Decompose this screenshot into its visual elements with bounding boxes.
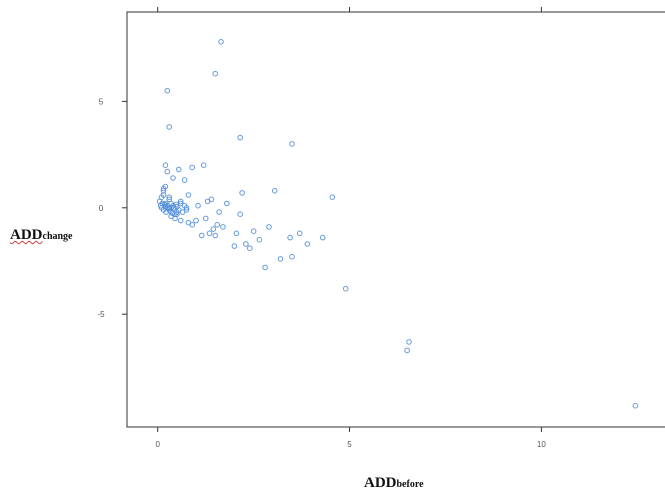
data-point [189, 164, 195, 171]
data-point [296, 230, 303, 237]
data-point [202, 215, 209, 222]
x-axis-label-subscript: before [396, 479, 424, 490]
axis-ticks: 0 5 10 -5 0 5 [97, 7, 546, 449]
data-point [250, 228, 257, 234]
data-point [206, 230, 213, 237]
y-axis-label: ADDchange [10, 226, 73, 244]
data-point [233, 230, 240, 237]
data-point [304, 241, 311, 247]
data-point [199, 232, 205, 239]
data-point [289, 253, 295, 260]
data-point [256, 236, 263, 243]
data-point [218, 39, 224, 45]
data-point [266, 224, 272, 230]
data-points [156, 39, 639, 409]
data-point [168, 205, 174, 211]
data-point [289, 141, 295, 147]
data-point [195, 202, 201, 209]
data-point [262, 264, 268, 271]
data-point [239, 190, 245, 196]
data-point [224, 200, 230, 207]
data-point [174, 211, 180, 217]
y-tick-label: 5 [99, 97, 104, 106]
data-point [404, 347, 410, 354]
data-point [237, 211, 243, 217]
data-point [166, 194, 172, 200]
data-point [183, 207, 190, 213]
x-tick-label: 5 [347, 440, 352, 449]
data-point [185, 192, 192, 198]
data-point [247, 245, 253, 251]
x-axis-label-main: ADD [364, 475, 397, 491]
data-point [183, 205, 190, 211]
data-point [189, 222, 195, 228]
data-point [216, 209, 222, 215]
data-point [329, 194, 336, 200]
data-point [164, 168, 171, 175]
data-point [231, 243, 238, 249]
data-point [200, 162, 207, 168]
data-point [177, 198, 184, 205]
data-point [166, 196, 172, 203]
data-point [166, 124, 172, 130]
y-tick-label: 0 [99, 204, 104, 213]
data-point [632, 402, 639, 409]
data-point [181, 177, 188, 183]
plot-frame [126, 11, 665, 428]
x-tick-label: 10 [537, 440, 546, 449]
y-tick-label: -5 [97, 310, 105, 319]
data-point [160, 185, 167, 192]
data-point [162, 162, 169, 168]
data-point [208, 196, 215, 203]
data-point [214, 222, 220, 228]
y-axis-label-subscript: change [42, 231, 73, 242]
data-point [176, 166, 182, 173]
data-point [212, 70, 218, 77]
data-point [164, 87, 171, 94]
data-point [212, 232, 218, 239]
data-point [174, 209, 180, 215]
data-point [342, 285, 349, 292]
data-point [220, 224, 226, 230]
data-point [271, 188, 278, 194]
data-point [210, 226, 217, 232]
data-point [160, 192, 167, 198]
data-point [193, 217, 199, 224]
x-axis-label: ADDbefore [364, 474, 424, 492]
data-point [237, 134, 243, 141]
data-point [243, 241, 249, 247]
data-point [406, 339, 412, 345]
x-tick-label: 0 [155, 440, 160, 449]
data-point [177, 217, 184, 224]
data-point [319, 234, 326, 241]
data-point [170, 175, 176, 181]
y-axis-label-main: ADD [10, 227, 43, 243]
data-point [287, 234, 293, 241]
data-point [162, 200, 169, 207]
data-point [277, 256, 284, 262]
